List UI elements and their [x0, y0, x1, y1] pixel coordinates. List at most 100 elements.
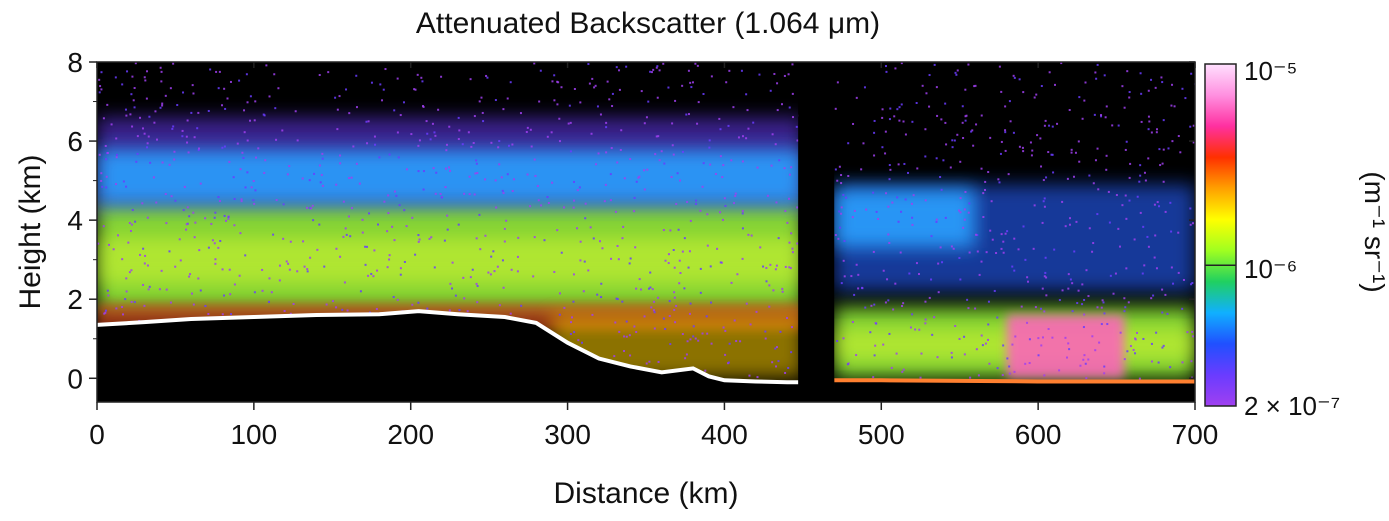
noise-speck	[733, 202, 735, 204]
noise-speck	[1062, 289, 1064, 291]
noise-speck	[274, 107, 276, 109]
noise-speck	[126, 70, 128, 72]
noise-speck	[302, 240, 304, 242]
noise-speck	[510, 81, 512, 83]
noise-speck	[974, 308, 976, 310]
noise-speck	[429, 238, 431, 240]
noise-speck	[1013, 270, 1015, 272]
noise-speck	[1147, 157, 1149, 159]
noise-speck	[348, 177, 350, 179]
noise-speck	[580, 241, 582, 243]
noise-speck	[644, 315, 646, 317]
noise-speck	[135, 161, 137, 163]
noise-speck	[836, 340, 838, 342]
noise-speck	[1042, 336, 1044, 338]
noise-speck	[873, 132, 875, 134]
noise-speck	[233, 224, 235, 226]
noise-speck	[599, 240, 601, 242]
noise-speck	[493, 270, 495, 272]
noise-speck	[888, 333, 890, 335]
noise-speck	[247, 139, 249, 141]
noise-speck	[1118, 125, 1120, 127]
noise-speck	[1191, 282, 1193, 284]
noise-speck	[214, 258, 216, 260]
noise-speck	[574, 88, 576, 90]
noise-speck	[1142, 338, 1144, 340]
noise-speck	[1097, 188, 1099, 190]
noise-speck	[394, 191, 396, 193]
noise-speck	[700, 268, 702, 270]
noise-speck	[1139, 378, 1141, 380]
noise-speck	[495, 207, 497, 209]
noise-speck	[482, 112, 484, 114]
noise-speck	[1157, 201, 1159, 203]
noise-speck	[547, 136, 549, 138]
noise-speck	[115, 183, 117, 185]
noise-speck	[1036, 134, 1038, 136]
noise-speck	[144, 133, 146, 135]
noise-speck	[1100, 114, 1102, 116]
noise-speck	[618, 69, 620, 71]
noise-speck	[618, 258, 620, 260]
noise-speck	[605, 122, 607, 124]
noise-speck	[989, 137, 991, 139]
noise-speck	[695, 338, 697, 340]
noise-speck	[742, 227, 744, 229]
noise-speck	[1078, 290, 1080, 292]
noise-speck	[1169, 202, 1171, 204]
noise-speck	[1161, 312, 1163, 314]
noise-speck	[1072, 310, 1074, 312]
noise-speck	[1155, 87, 1157, 89]
noise-speck	[747, 128, 749, 130]
noise-speck	[785, 266, 787, 268]
noise-speck	[1004, 129, 1006, 131]
noise-speck	[106, 176, 108, 178]
noise-speck	[1120, 332, 1122, 334]
noise-speck	[951, 245, 953, 247]
noise-speck	[1082, 118, 1084, 120]
noise-speck	[370, 273, 372, 275]
noise-speck	[214, 217, 216, 219]
noise-speck	[951, 352, 953, 354]
noise-speck	[234, 198, 236, 200]
noise-speck	[689, 82, 691, 84]
noise-speck	[139, 254, 141, 256]
noise-speck	[630, 257, 632, 259]
noise-speck	[778, 237, 780, 239]
noise-speck	[751, 235, 753, 237]
noise-speck	[916, 167, 918, 169]
noise-speck	[1031, 154, 1033, 156]
noise-speck	[497, 146, 499, 148]
noise-speck	[611, 105, 613, 107]
noise-speck	[426, 308, 428, 310]
noise-speck	[160, 67, 162, 69]
noise-speck	[720, 155, 722, 157]
noise-speck	[289, 269, 291, 271]
noise-speck	[121, 306, 123, 308]
noise-speck	[1081, 283, 1083, 285]
noise-speck	[1190, 224, 1192, 226]
noise-speck	[885, 71, 887, 73]
noise-speck	[254, 100, 256, 102]
noise-speck	[1002, 344, 1004, 346]
noise-speck	[180, 259, 182, 261]
noise-speck	[174, 266, 176, 268]
noise-speck	[474, 172, 476, 174]
noise-speck	[981, 335, 983, 337]
noise-speck	[579, 259, 581, 261]
noise-speck	[107, 290, 109, 292]
noise-speck	[1103, 312, 1105, 314]
noise-speck	[1067, 288, 1069, 290]
noise-speck	[1161, 289, 1163, 291]
noise-speck	[987, 339, 989, 341]
noise-speck	[581, 342, 583, 344]
noise-speck	[368, 212, 370, 214]
noise-speck	[1008, 365, 1010, 367]
noise-speck	[517, 270, 519, 272]
noise-speck	[677, 172, 679, 174]
noise-speck	[579, 186, 581, 188]
aerosol-core	[97, 236, 803, 284]
noise-speck	[679, 272, 681, 274]
noise-speck	[146, 70, 148, 72]
noise-speck	[1029, 338, 1031, 340]
